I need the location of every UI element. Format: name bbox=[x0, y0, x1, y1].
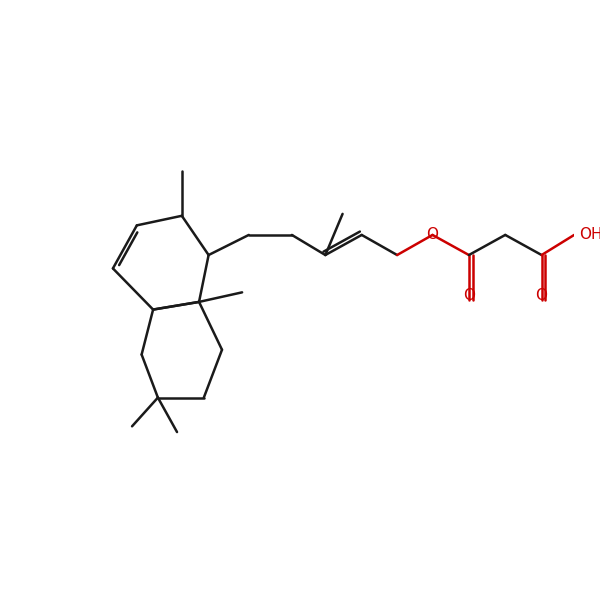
Text: O: O bbox=[536, 288, 548, 303]
Text: OH: OH bbox=[579, 227, 600, 242]
Text: O: O bbox=[463, 288, 475, 303]
Text: O: O bbox=[427, 227, 439, 242]
